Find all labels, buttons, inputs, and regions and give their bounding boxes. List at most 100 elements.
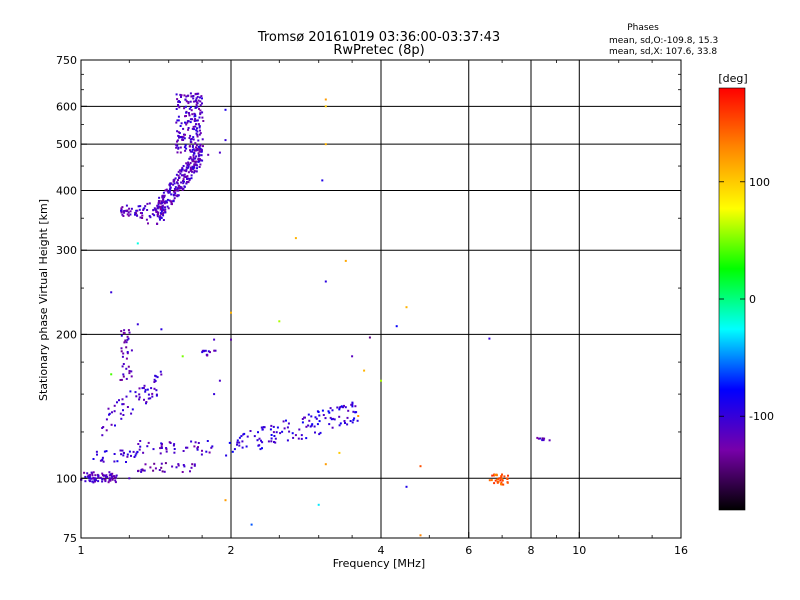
data-point [197, 145, 200, 148]
data-point [164, 189, 167, 192]
data-point [189, 156, 192, 159]
data-point [275, 431, 278, 434]
data-point [193, 152, 196, 155]
data-point [178, 185, 180, 188]
data-point [126, 213, 129, 216]
data-point [178, 136, 180, 139]
data-point [110, 291, 113, 294]
data-point [194, 118, 197, 120]
data-point [122, 409, 124, 412]
data-point [177, 105, 180, 108]
data-point [136, 323, 139, 326]
data-point [101, 478, 104, 481]
data-point [122, 375, 125, 378]
data-point [363, 369, 366, 372]
data-point [107, 407, 110, 410]
data-point [113, 453, 116, 455]
data-point [159, 447, 162, 450]
data-point [180, 181, 183, 184]
data-point [189, 118, 192, 121]
data-point [125, 377, 128, 380]
data-point [188, 163, 191, 166]
data-point [91, 474, 94, 477]
data-point [200, 150, 203, 153]
data-point [307, 413, 310, 416]
data-point [146, 209, 149, 211]
data-point [300, 434, 303, 437]
x-tick-label: 6 [465, 544, 472, 557]
data-point [311, 423, 314, 426]
data-point [218, 151, 221, 154]
data-point [147, 397, 150, 400]
data-point [177, 147, 180, 150]
data-point [192, 100, 195, 103]
data-point [196, 92, 198, 95]
data-point [182, 187, 185, 190]
data-point [187, 128, 190, 131]
data-point [191, 113, 194, 116]
data-point [276, 426, 279, 429]
data-point [194, 100, 197, 103]
data-point [182, 178, 185, 181]
data-point [287, 422, 290, 425]
data-point [186, 178, 189, 180]
data-point [159, 205, 162, 208]
data-point [184, 149, 187, 152]
data-point [493, 474, 496, 476]
data-point [246, 435, 249, 438]
data-point [121, 398, 124, 401]
data-point [294, 237, 297, 240]
data-point [351, 401, 354, 404]
data-point [103, 474, 106, 477]
data-point [236, 439, 239, 442]
data-point [195, 170, 198, 173]
data-point [185, 95, 188, 98]
data-point [281, 430, 284, 433]
data-point [119, 412, 122, 415]
data-point [189, 121, 192, 124]
data-point [368, 336, 371, 339]
data-point [419, 534, 422, 537]
data-point [110, 373, 113, 376]
data-point [126, 209, 129, 212]
data-point [177, 170, 180, 173]
data-point [181, 471, 184, 473]
data-point [179, 146, 182, 149]
data-point [199, 129, 201, 132]
data-point [499, 479, 502, 482]
data-point [101, 458, 104, 461]
data-point [500, 482, 502, 485]
data-point [537, 437, 540, 440]
data-point [130, 412, 133, 415]
data-point [111, 472, 114, 475]
data-point [165, 450, 168, 453]
data-point [173, 197, 176, 200]
data-point [185, 168, 188, 171]
data-point [273, 435, 276, 437]
data-point [328, 423, 331, 426]
data-point [200, 95, 203, 98]
data-point [184, 133, 186, 136]
data-point [201, 97, 203, 100]
data-point [300, 437, 303, 440]
data-point [155, 375, 158, 378]
y-tick-label: 75 [63, 532, 77, 545]
data-point [116, 401, 118, 404]
data-point [158, 469, 161, 471]
data-point [92, 458, 95, 460]
data-point [199, 100, 202, 103]
data-point [501, 473, 503, 476]
data-point [194, 441, 197, 444]
data-point [179, 187, 182, 190]
data-point [127, 211, 130, 214]
data-point [349, 420, 352, 422]
data-point [183, 94, 186, 97]
data-point [494, 479, 497, 482]
data-point [167, 207, 170, 210]
data-point [161, 204, 164, 207]
data-point [308, 419, 311, 422]
data-point [143, 469, 146, 472]
data-point [187, 177, 190, 180]
data-point [124, 209, 127, 212]
data-point [122, 414, 125, 416]
